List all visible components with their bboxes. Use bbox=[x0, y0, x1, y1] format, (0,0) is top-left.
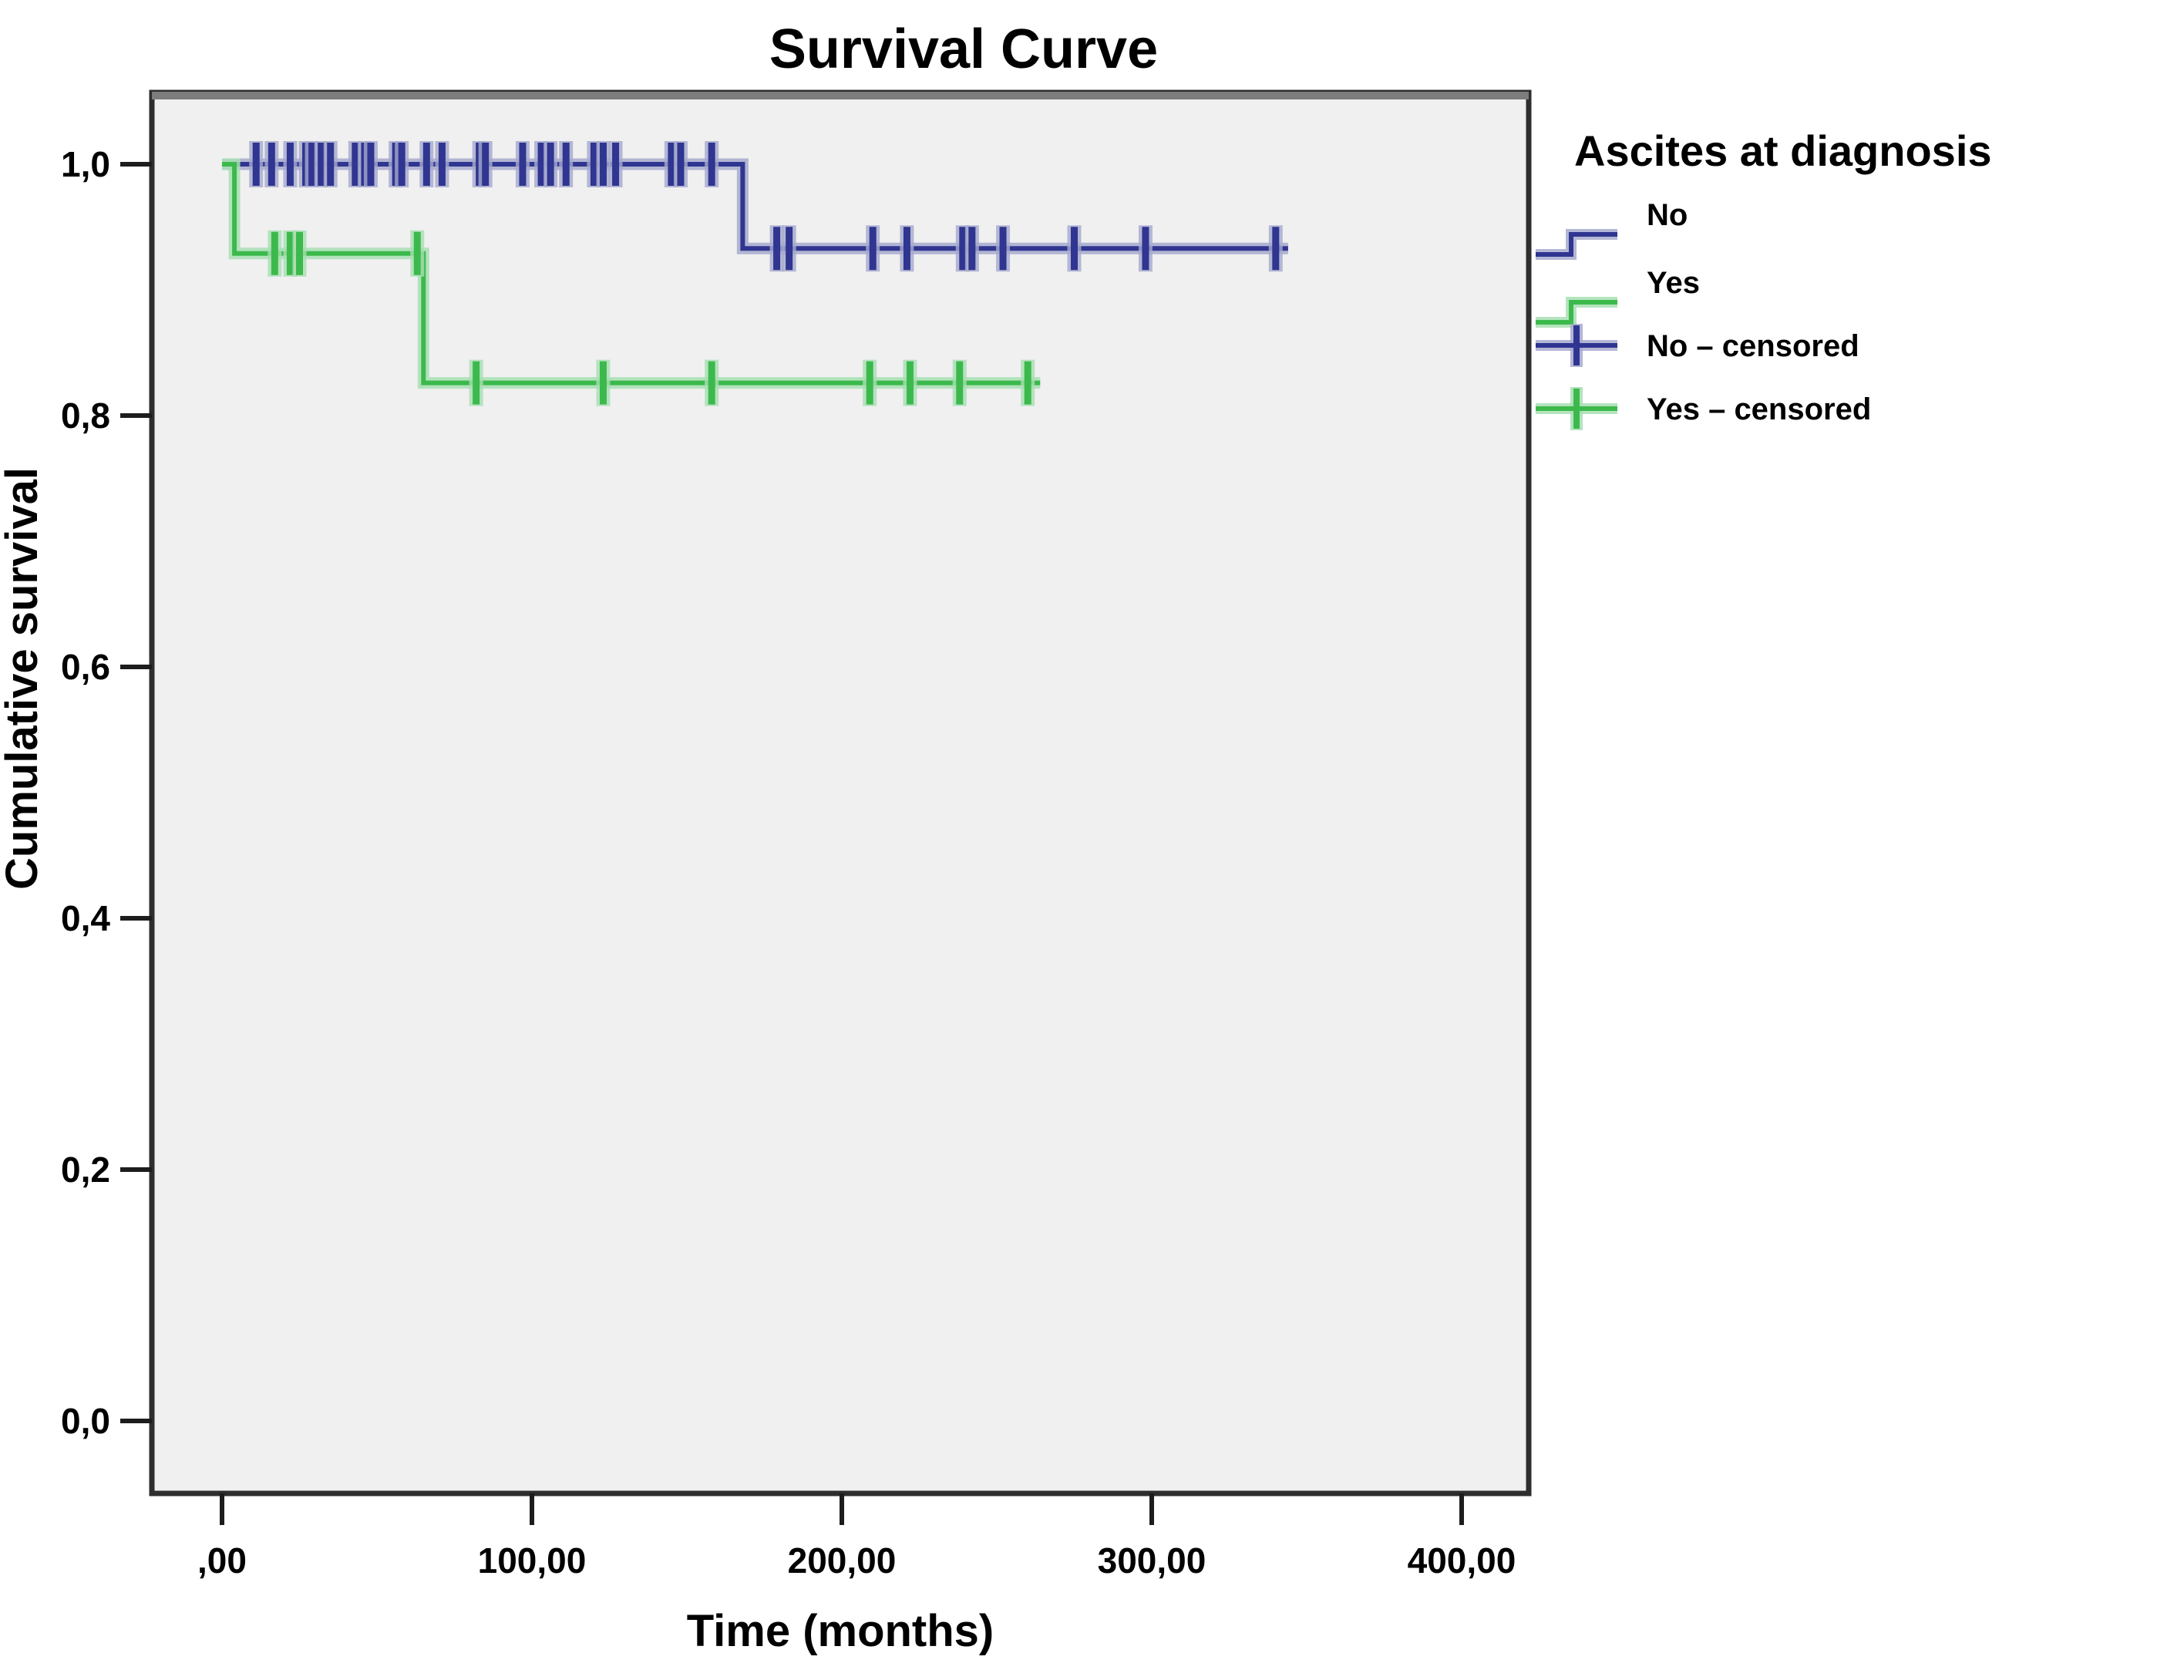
y-axis-ticks: 1,0 0,8 0,6 0,4 0,2 0,0 bbox=[61, 144, 152, 1441]
y-axis-title: Cumulative survival bbox=[0, 467, 47, 890]
y-tick-label: 0,6 bbox=[61, 647, 110, 687]
x-axis-title: Time (months) bbox=[687, 1606, 994, 1656]
legend-item-no-censored: No – censored bbox=[1647, 329, 1859, 363]
legend-step-glyph-core bbox=[1536, 300, 1617, 325]
chart-title: Survival Curve bbox=[769, 19, 1158, 80]
legend-glyphs bbox=[1536, 229, 1617, 430]
legend-item-yes: Yes bbox=[1647, 266, 1700, 300]
x-tick-label: 300,00 bbox=[1098, 1540, 1206, 1581]
y-tick-label: 0,2 bbox=[61, 1150, 110, 1190]
legend: Ascites at diagnosis No Yes No – censore… bbox=[1536, 126, 1992, 430]
legend-step-glyph-core bbox=[1536, 232, 1617, 257]
x-tick-label: 200,00 bbox=[788, 1540, 897, 1581]
legend-step-glyph-no bbox=[1536, 229, 1617, 260]
legend-item-no: No bbox=[1647, 198, 1688, 232]
x-tick-label: 100,00 bbox=[478, 1540, 587, 1581]
series-no bbox=[222, 141, 1288, 272]
series-yes bbox=[222, 158, 1041, 406]
plot-area bbox=[149, 89, 1532, 1497]
y-tick-label: 1,0 bbox=[61, 144, 110, 184]
x-axis-ticks: ,00 100,00 200,00 300,00 400,00 bbox=[197, 1493, 1516, 1581]
legend-step-glyph-yes bbox=[1536, 297, 1617, 328]
x-tick-label: ,00 bbox=[197, 1540, 247, 1581]
y-tick-label: 0,0 bbox=[61, 1401, 110, 1441]
legend-item-yes-censored: Yes – censored bbox=[1647, 392, 1871, 426]
survival-step-line bbox=[222, 162, 1041, 385]
legend-title: Ascites at diagnosis bbox=[1574, 126, 1992, 175]
series-layer bbox=[222, 141, 1288, 406]
x-tick-label: 400,00 bbox=[1408, 1540, 1516, 1581]
y-tick-label: 0,8 bbox=[61, 396, 110, 436]
y-tick-label: 0,4 bbox=[61, 898, 110, 938]
